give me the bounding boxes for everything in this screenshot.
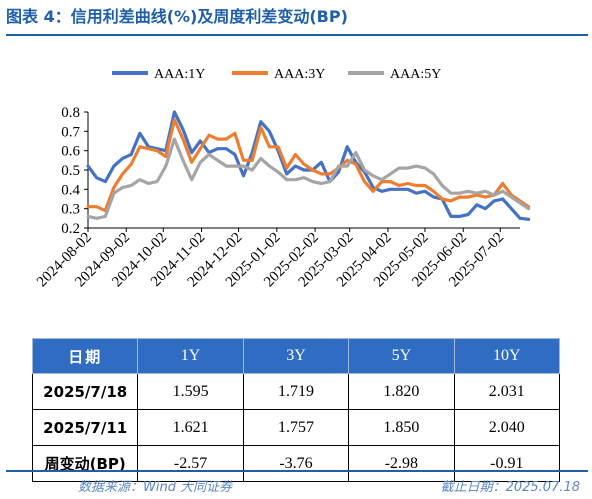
cutoff-date: 截止日期：2025.07.18 xyxy=(440,480,580,495)
y-tick-label: 0.6 xyxy=(61,144,80,160)
series-line-aaa1y xyxy=(86,110,531,221)
y-tick-label: 0.7 xyxy=(61,124,80,140)
cell-10y: 2.040 xyxy=(453,409,561,446)
footer-divider xyxy=(6,470,588,472)
series-line-aaa3y xyxy=(86,118,531,213)
header-date: 日期 xyxy=(31,338,139,374)
header-1y: 1Y xyxy=(137,338,244,374)
data-source: 数据来源：Wind 大同证券 xyxy=(78,480,233,495)
cell-5y: -2.98 xyxy=(348,445,455,482)
cell-3y: 1.757 xyxy=(242,409,350,446)
y-tick-label: 0.3 xyxy=(61,202,80,218)
cell-date: 2025/7/11 xyxy=(31,409,139,446)
cell-date: 2025/7/18 xyxy=(31,373,139,410)
y-tick-label: 0.2 xyxy=(61,221,80,237)
cell-1y: 1.595 xyxy=(137,373,244,410)
cell-3y: -3.76 xyxy=(242,445,350,482)
cell-10y: 2.031 xyxy=(453,373,561,410)
spread-change-table: 日期 1Y 3Y 5Y 10Y 2025/7/18 1.595 1.719 1.… xyxy=(31,338,561,482)
series-line-aaa5y xyxy=(86,137,531,220)
spread-line-chart: 0.20.30.40.50.60.70.82024-08-022024-09-0… xyxy=(34,67,531,290)
cell-5y: 1.820 xyxy=(348,373,455,410)
legend-label: AAA:3Y xyxy=(274,67,325,82)
table-row: 周变动(BP) -2.57 -3.76 -2.98 -0.91 xyxy=(31,445,561,482)
figure-title: 图表 4：信用利差曲线(%)及周度利差变动(BP) xyxy=(6,7,348,26)
title-divider xyxy=(6,34,588,36)
legend-label: AAA:5Y xyxy=(390,67,441,82)
table-row: 2025/7/11 1.621 1.757 1.850 2.040 xyxy=(31,409,561,446)
cell-5y: 1.850 xyxy=(348,409,455,446)
table-header-row: 日期 1Y 3Y 5Y 10Y xyxy=(31,338,561,374)
cell-10y: -0.91 xyxy=(453,445,561,482)
table-row: 2025/7/18 1.595 1.719 1.820 2.031 xyxy=(31,373,561,410)
y-tick-label: 0.4 xyxy=(61,182,80,198)
header-10y: 10Y xyxy=(453,338,561,374)
legend-label: AAA:1Y xyxy=(154,67,205,82)
cell-3y: 1.719 xyxy=(242,373,350,410)
header-5y: 5Y xyxy=(348,338,455,374)
cell-label: 周变动(BP) xyxy=(31,445,139,482)
header-3y: 3Y xyxy=(242,338,350,374)
cell-1y: 1.621 xyxy=(137,409,244,446)
y-tick-label: 0.5 xyxy=(61,163,80,179)
y-tick-label: 0.8 xyxy=(61,105,80,121)
